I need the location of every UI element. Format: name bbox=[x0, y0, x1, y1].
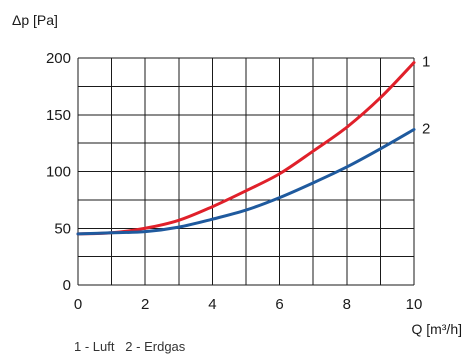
series-labels: 12 bbox=[422, 54, 430, 138]
x-tick-label-3: 6 bbox=[275, 296, 283, 313]
curves bbox=[76, 61, 416, 236]
grid bbox=[77, 57, 415, 286]
y-tick-label-2: 100 bbox=[46, 164, 71, 181]
x-tick-label-4: 8 bbox=[343, 296, 351, 313]
y-axis-title: Δp [Pa] bbox=[12, 12, 58, 28]
x-tick-labels: 0 2 4 6 8 10 bbox=[74, 296, 423, 313]
y-tick-labels: 0 50 100 150 200 bbox=[46, 50, 71, 294]
series-label-1: 1 bbox=[422, 54, 430, 71]
x-tick-label-5: 10 bbox=[406, 296, 423, 313]
series-label-2: 2 bbox=[422, 121, 430, 138]
series-line-1 bbox=[76, 61, 416, 236]
x-tick-label-0: 0 bbox=[74, 296, 82, 313]
x-tick-label-1: 2 bbox=[141, 296, 149, 313]
x-axis-title: Q [m³/h] bbox=[411, 321, 462, 337]
y-tick-label-0: 0 bbox=[63, 277, 71, 294]
x-tick-label-2: 4 bbox=[208, 296, 216, 313]
legend-text: 1 - Luft 2 - Erdgas bbox=[74, 339, 186, 354]
y-tick-label-3: 150 bbox=[46, 107, 71, 124]
y-tick-label-1: 50 bbox=[54, 220, 71, 237]
series-line-2 bbox=[76, 128, 416, 236]
y-tick-label-4: 200 bbox=[46, 50, 71, 67]
